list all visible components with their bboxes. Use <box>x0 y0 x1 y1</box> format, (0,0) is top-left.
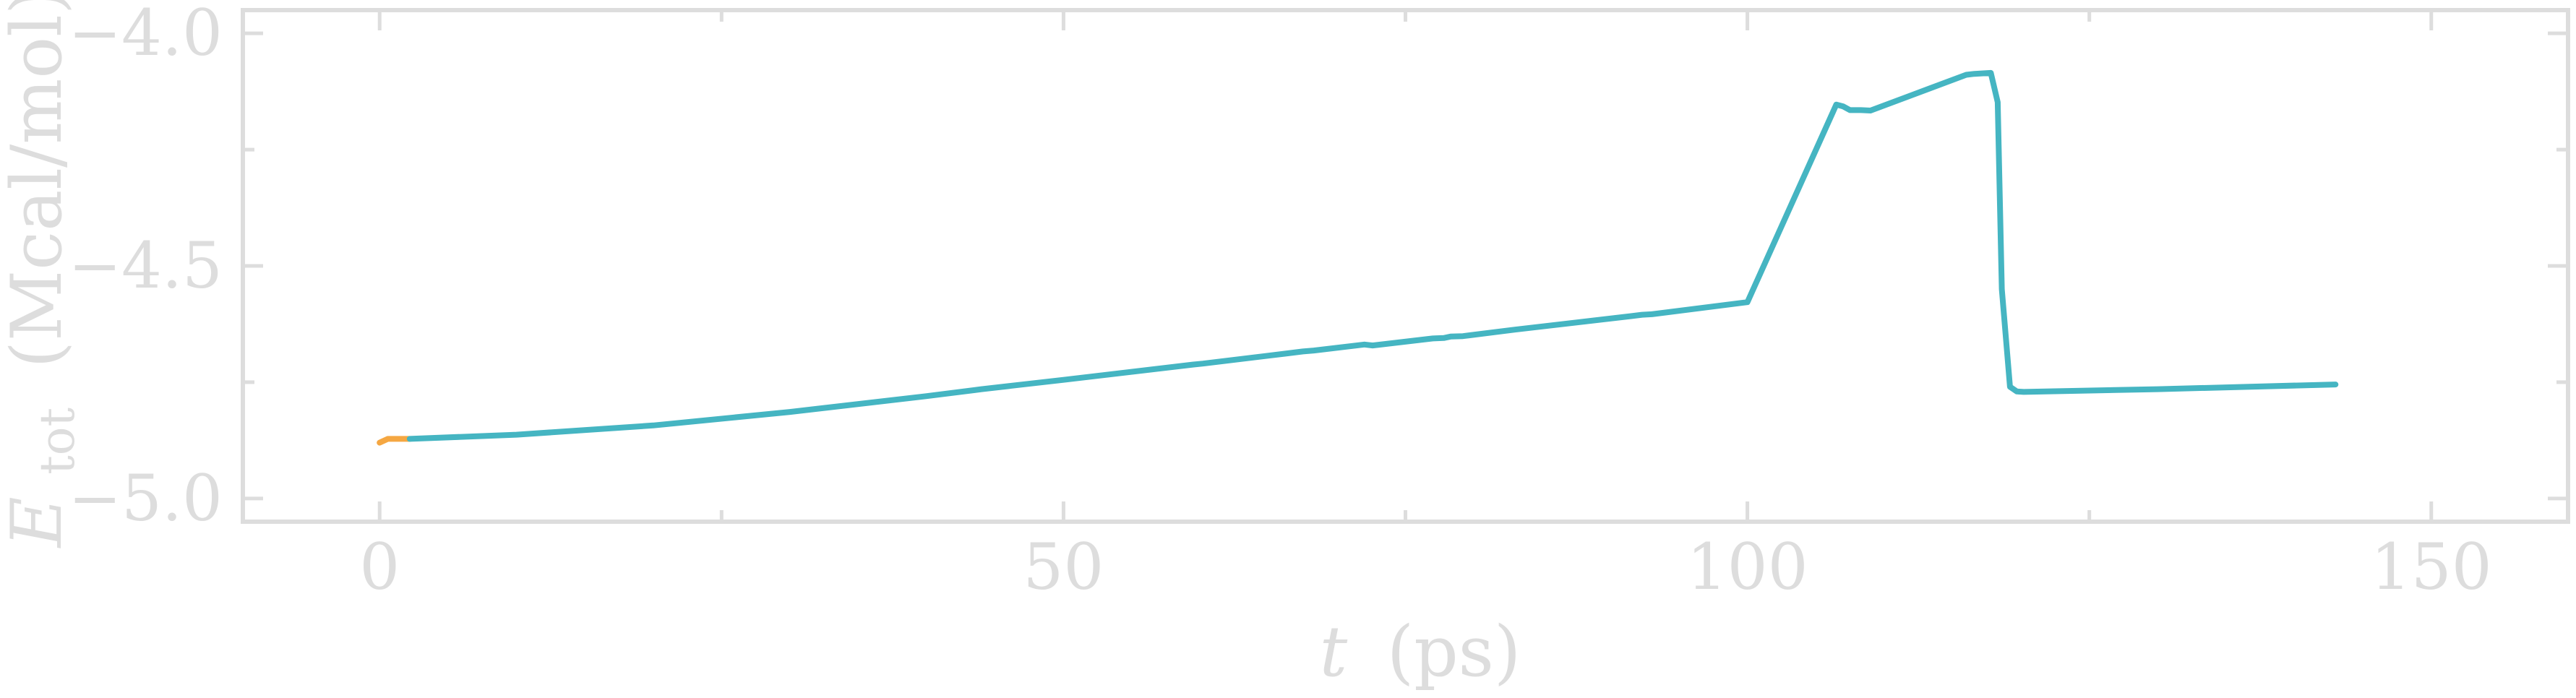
y-tick-label: −5.0 <box>68 461 223 535</box>
tick-label-layer: 0 50 100 150 −5.0 −4.5 −4.0 <box>68 0 2491 604</box>
series-line-2 <box>406 69 2339 442</box>
y-axis-unit: (Mcal/mol) <box>0 0 77 368</box>
series-layer <box>377 69 2339 446</box>
x-axis-label: t (ps) <box>1320 611 1521 692</box>
y-axis-subscript: tot <box>30 408 85 475</box>
y-axis-variable: E <box>0 496 77 548</box>
tick-layer <box>243 10 2568 522</box>
y-tick-label: −4.5 <box>68 228 223 303</box>
x-tick-label: 0 <box>359 530 400 604</box>
y-axis-label: E tot (Mcal/mol) <box>0 0 90 548</box>
y-tick-label: −4.0 <box>68 0 223 70</box>
series-line-1 <box>377 436 413 446</box>
plot-frame <box>241 8 2570 524</box>
x-tick-label: 100 <box>1687 530 1808 604</box>
x-axis-variable: t <box>1320 611 1348 692</box>
x-tick-label: 50 <box>1023 530 1104 604</box>
x-tick-label: 150 <box>2371 530 2492 604</box>
x-axis-unit: (ps) <box>1387 611 1521 692</box>
